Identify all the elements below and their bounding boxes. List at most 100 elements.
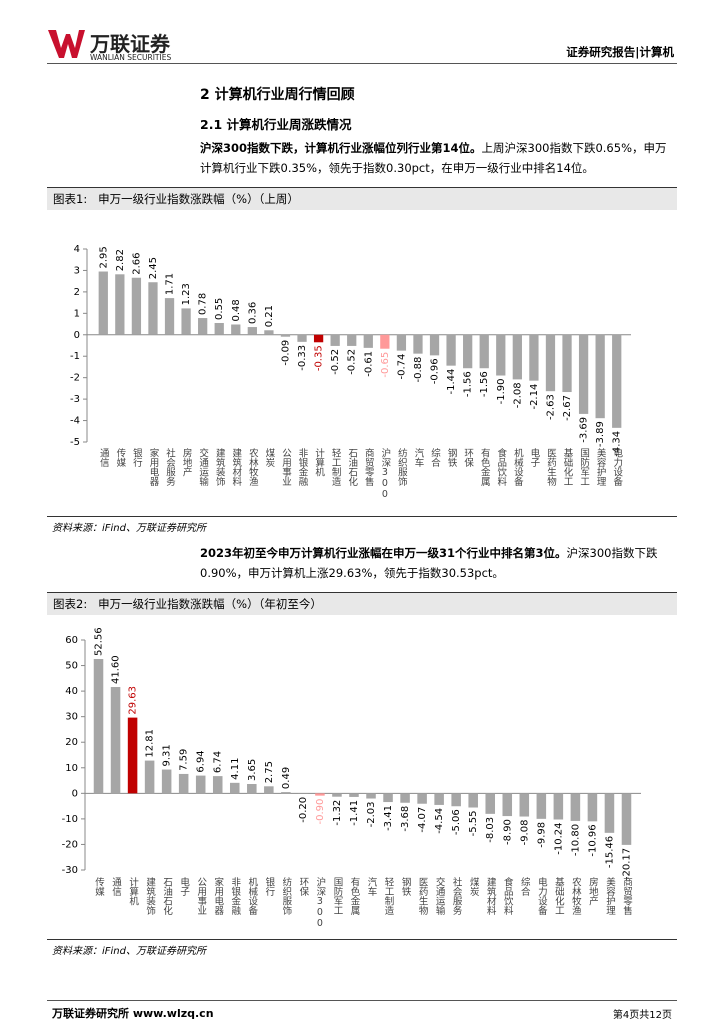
para-text: 沪深300指数下跌0.90%，申万计算机上涨29.63%，领先于指数30.53p… xyxy=(200,546,658,580)
value-label: -0.20 xyxy=(298,797,309,823)
x-tick-label: 交通运输 xyxy=(197,447,209,487)
y-tick-label: 4 xyxy=(74,244,80,255)
value-label: 2.66 xyxy=(131,252,142,274)
y-tick-label: -20 xyxy=(62,839,78,850)
bar xyxy=(229,782,240,794)
bar xyxy=(280,334,291,337)
bar xyxy=(247,327,257,335)
value-label: 9.31 xyxy=(162,744,173,766)
value-label: -0.33 xyxy=(297,345,308,371)
paragraph: 沪深300指数下跌，计算机行业涨幅位列行业第14位。上周沪深300指数下跌0.6… xyxy=(200,138,670,178)
bar xyxy=(127,717,138,794)
bar xyxy=(349,793,359,797)
value-label: -8.03 xyxy=(485,817,496,843)
value-label: 6.74 xyxy=(213,751,224,773)
bar xyxy=(297,334,307,342)
figure-header: 图表1: 申万一级行业指数涨跌幅（%）（上周） xyxy=(47,187,677,210)
value-label: -0.35 xyxy=(314,345,325,371)
value-label: 2.82 xyxy=(115,249,126,271)
value-label: 0.36 xyxy=(247,302,258,324)
value-label: 0.78 xyxy=(198,293,209,315)
bar xyxy=(463,334,473,369)
bar xyxy=(451,793,461,807)
value-label: -0.90 xyxy=(315,799,326,825)
value-label: -4.07 xyxy=(417,807,428,833)
source: 资料来源：iFind、万联证券研究所 xyxy=(52,523,206,534)
x-tick-label: 煤炭 xyxy=(468,876,480,897)
x-tick-label: 机械设备 xyxy=(246,876,258,916)
chart: 60 50 40 30 20 10 0 -10 -20 -30 52.56 传媒 41.60 通信 29.6… xyxy=(62,627,641,929)
figure-header: 图表2: 申万一级行业指数涨跌幅（%）（年初至今） xyxy=(47,592,677,615)
x-tick-label: 电子 xyxy=(528,447,540,467)
bar xyxy=(115,274,125,335)
bar xyxy=(164,298,175,335)
value-label: 0.49 xyxy=(281,767,292,789)
x-tick-label: 社会服务 xyxy=(164,447,176,487)
footer-left: 万联证券研究所 www.wlzq.cn xyxy=(52,1007,214,1020)
bar xyxy=(587,793,598,822)
value-label: 0.55 xyxy=(214,298,225,320)
x-tick-label: 计算机 xyxy=(127,876,139,906)
bar xyxy=(313,334,324,343)
bar xyxy=(383,793,393,803)
bar xyxy=(468,793,478,808)
value-label: -20.17 xyxy=(621,848,632,880)
y-tick-label: -4 xyxy=(70,416,80,427)
x-tick-label: 非银金融 xyxy=(297,447,309,487)
x-tick-label: 沪深300 xyxy=(314,876,326,929)
value-label: -0.09 xyxy=(280,340,291,366)
y-tick-label: 3 xyxy=(74,265,80,276)
bar xyxy=(536,793,547,819)
value-label: 52.56 xyxy=(94,627,105,656)
x-tick-label: 国防军工 xyxy=(331,877,343,915)
y-tick-label: -1 xyxy=(70,351,80,362)
x-tick-label: 房地产 xyxy=(181,447,193,477)
value-label: -5.06 xyxy=(451,809,462,835)
bar xyxy=(247,784,257,794)
y-tick-label: -3 xyxy=(70,394,80,405)
x-tick-label: 轻工制造 xyxy=(383,876,395,916)
section-title: 2 计算机行业周行情回顾 xyxy=(200,87,355,103)
header-right: 证券研究报告|计算机 xyxy=(566,45,674,59)
x-tick-label: 医药生物 xyxy=(417,877,429,916)
bar xyxy=(485,793,496,814)
value-label: -2.67 xyxy=(562,395,573,421)
bar xyxy=(181,308,191,335)
brand-en: WANLIAN SECURITIES xyxy=(90,53,172,62)
x-tick-label: 建筑材料 xyxy=(230,447,242,487)
bar xyxy=(161,769,172,794)
x-tick-label: 机械设备 xyxy=(512,447,524,487)
x-tick-label: 美容护理 xyxy=(595,447,607,486)
x-tick-label: 汽车 xyxy=(412,447,424,468)
value-label: -2.08 xyxy=(512,382,523,408)
value-label: -10.96 xyxy=(587,824,598,856)
bar xyxy=(144,760,155,794)
value-label: -3.68 xyxy=(400,806,411,832)
value-label: -0.74 xyxy=(396,354,407,380)
value-label: -0.88 xyxy=(413,357,424,383)
x-tick-label: 通信 xyxy=(110,877,122,897)
x-tick-label: 公用事业 xyxy=(280,448,292,486)
value-label: -0.52 xyxy=(347,349,358,375)
x-tick-label: 家用电器 xyxy=(212,876,224,915)
y-tick-label: -10 xyxy=(62,814,78,825)
x-tick-label: 交通运输 xyxy=(434,876,446,916)
y-tick-label: 60 xyxy=(65,635,78,646)
x-tick-label: 建筑材料 xyxy=(485,876,497,916)
bar xyxy=(502,793,513,817)
value-label: 29.63 xyxy=(128,686,139,715)
y-tick-label: 0 xyxy=(72,788,78,799)
x-tick-label: 家用电器 xyxy=(147,447,159,486)
bar xyxy=(429,334,440,356)
value-label: -1.44 xyxy=(446,369,457,395)
y-tick-label: 20 xyxy=(65,737,78,748)
bar xyxy=(131,277,142,335)
bar xyxy=(553,793,564,820)
x-tick-label: 环保 xyxy=(297,877,309,897)
x-tick-label: 建筑装饰 xyxy=(214,447,226,487)
figure-title: 申万一级行业指数涨跌幅（%）（年初至今） xyxy=(98,597,322,611)
x-tick-label: 综合 xyxy=(429,447,441,468)
chart: 4 3 2 1 0 -1 -2 -3 -4 -5 2.95 通信 2.82 传媒 2.66 银行 2.45 家用电… xyxy=(70,244,631,500)
x-tick-label: 银行 xyxy=(263,876,275,897)
value-label: -3.89 xyxy=(595,421,606,447)
